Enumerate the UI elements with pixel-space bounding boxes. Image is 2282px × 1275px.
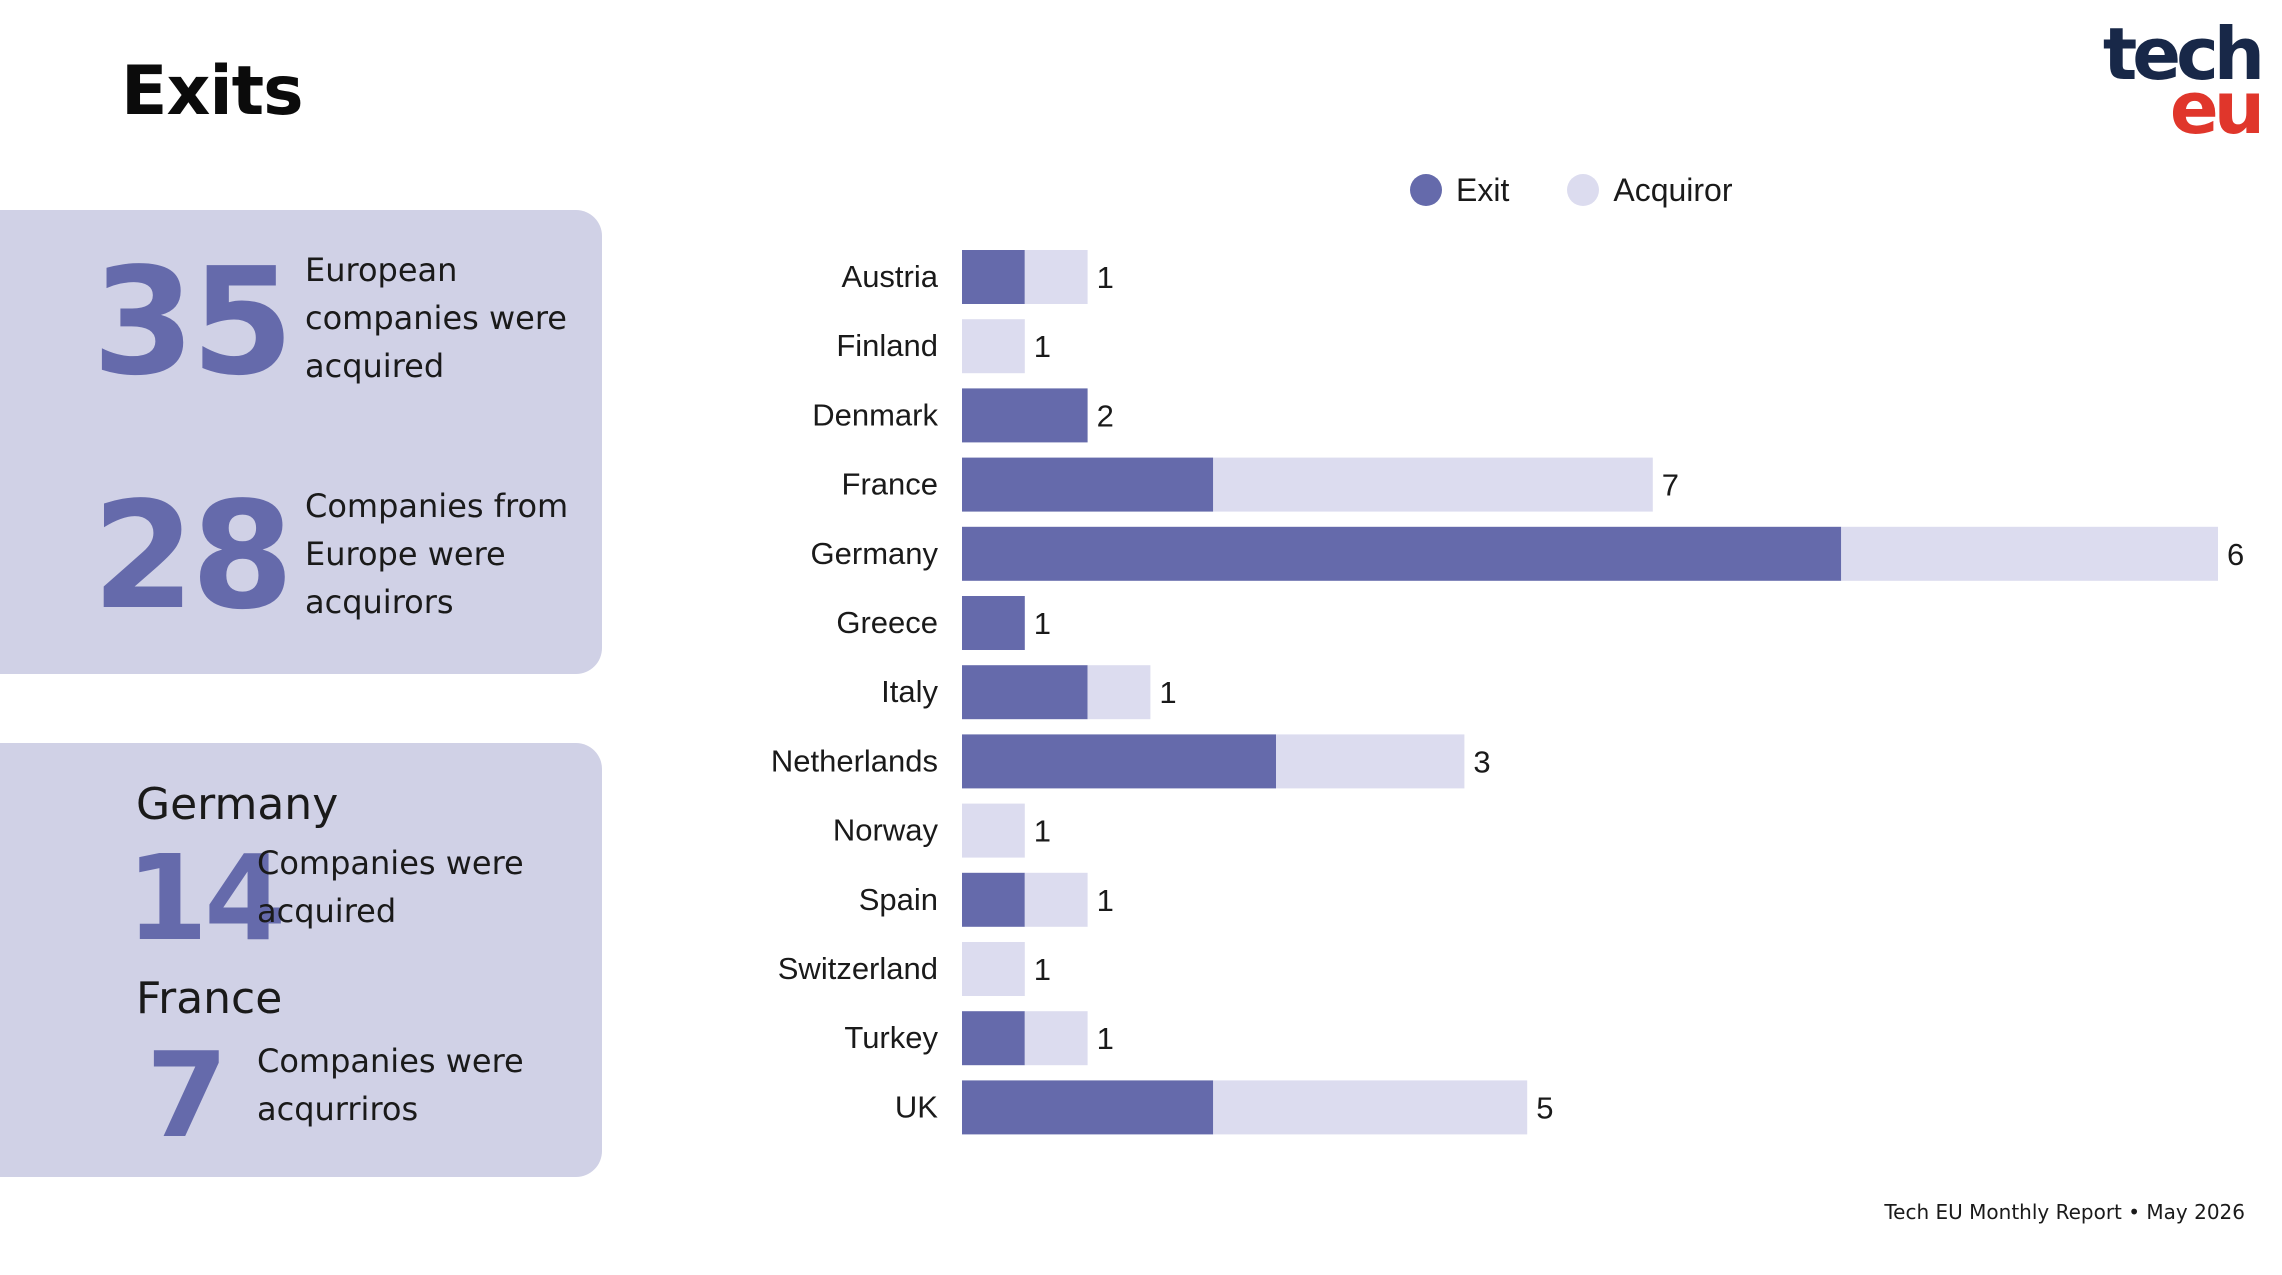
- bar-acquiror-finland: [962, 319, 1025, 374]
- bar-exit-austria: [962, 250, 1025, 304]
- page-title: Exits: [121, 52, 304, 131]
- logo-text-tech: tech: [2102, 12, 2265, 96]
- highlight-country-france: France: [136, 973, 283, 1024]
- category-label-norway: Norway: [833, 813, 939, 848]
- germany-count: 14: [126, 829, 286, 967]
- value-label-exit-denmark: 2: [1097, 398, 1114, 433]
- logo-text-eu: eu: [2169, 66, 2265, 150]
- bar-acquiror-netherlands: [1276, 734, 1465, 789]
- chart-legend: Exit Acquiror: [1410, 168, 1791, 212]
- category-label-france: France: [842, 467, 938, 502]
- acquirors-description: Companies from Europe were acquirors: [305, 487, 569, 621]
- germany-description: Companies were acquired: [257, 844, 524, 930]
- category-label-italy: Italy: [881, 674, 938, 709]
- country-highlights-panel: Germany 14 Companies were acquired Franc…: [0, 743, 602, 1177]
- value-label-exit-greece: 1: [1034, 606, 1051, 641]
- bar-exit-germany: [962, 526, 1842, 581]
- bar-exit-turkey: [962, 1011, 1025, 1066]
- legend-label-acquiror: Acquiror: [1613, 171, 1733, 208]
- bar-exit-uk: [962, 1080, 1214, 1135]
- bar-exit-denmark: [962, 388, 1088, 443]
- bar-exit-greece: [962, 596, 1025, 650]
- category-label-netherlands: Netherlands: [771, 743, 938, 778]
- value-label-acquiror-finland: 1: [1034, 329, 1051, 364]
- bar-acquiror-italy: [1087, 665, 1151, 720]
- bar-exit-netherlands: [962, 734, 1276, 789]
- bar-exit-france: [962, 457, 1214, 512]
- value-label-acquiror-austria: 1: [1097, 260, 1114, 295]
- bar-exit-spain: [962, 872, 1025, 927]
- value-label-acquiror-netherlands: 3: [1473, 744, 1490, 779]
- category-label-austria: Austria: [842, 259, 939, 294]
- bar-acquiror-norway: [962, 803, 1025, 858]
- category-label-spain: Spain: [859, 882, 938, 917]
- value-label-acquiror-italy: 1: [1159, 675, 1176, 710]
- summary-panel: 35 European companies were acquired 28 C…: [0, 210, 602, 674]
- acquired-description: European companies were acquired: [305, 251, 567, 385]
- category-label-germany: Germany: [811, 536, 939, 571]
- tech-eu-logo: tech eu: [2080, 12, 2265, 150]
- legend-swatch-acquiror: [1567, 174, 1600, 206]
- value-label-acquiror-germany: 6: [2227, 537, 2244, 572]
- footer-report-label: Tech EU Monthly Report • May 2026: [1884, 1200, 2245, 1224]
- category-label-uk: UK: [895, 1089, 938, 1124]
- value-label-acquiror-norway: 1: [1034, 814, 1051, 849]
- category-label-turkey: Turkey: [844, 1020, 938, 1055]
- bar-exit-italy: [962, 665, 1088, 720]
- category-label-denmark: Denmark: [812, 397, 938, 432]
- legend-swatch-exit: [1410, 174, 1442, 206]
- value-label-acquiror-turkey: 1: [1097, 1021, 1114, 1056]
- bar-acquiror-uk: [1213, 1080, 1528, 1135]
- france-description: Companies were acqurriros: [257, 1042, 524, 1128]
- category-label-switzerland: Switzerland: [778, 951, 938, 986]
- france-count: 7: [146, 1026, 228, 1164]
- legend-label-exit: Exit: [1456, 171, 1510, 208]
- legend-item-exit: Exit: [1410, 172, 1509, 209]
- bar-acquiror-spain: [1024, 872, 1088, 927]
- bar-acquiror-turkey: [1024, 1011, 1088, 1066]
- category-label-finland: Finland: [836, 328, 938, 363]
- bar-acquiror-germany: [1841, 526, 2218, 581]
- value-label-acquiror-switzerland: 1: [1034, 952, 1051, 987]
- value-label-acquiror-france: 7: [1662, 468, 1679, 503]
- bar-acquiror-france: [1213, 457, 1653, 512]
- bar-acquiror-switzerland: [962, 942, 1025, 996]
- bar-acquiror-austria: [1024, 250, 1088, 304]
- category-label-greece: Greece: [836, 605, 938, 640]
- highlight-country-germany: Germany: [136, 779, 339, 830]
- value-label-acquiror-spain: 1: [1097, 883, 1114, 918]
- legend-item-acquiror: Acquiror: [1567, 171, 1733, 209]
- acquired-count: 35: [92, 236, 294, 408]
- value-label-acquiror-uk: 5: [1536, 1090, 1553, 1125]
- acquirors-count: 28: [92, 470, 294, 642]
